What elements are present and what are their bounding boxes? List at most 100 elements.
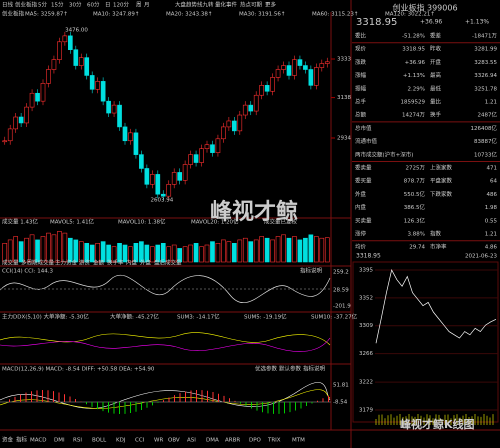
panel-cell: 64 (490, 179, 497, 185)
label: 日 (105, 2, 111, 9)
intraday-line (375, 269, 497, 344)
label: 多周期成交量 (21, 259, 55, 267)
intraday-tick: 3395 (359, 268, 373, 274)
candle (193, 154, 199, 163)
candle (237, 114, 243, 132)
candle (13, 116, 18, 130)
cci-axis: 259.2 (333, 270, 349, 276)
panel-cell: 流通市值 (355, 137, 378, 145)
label: 大盘趋势线九转 (175, 1, 214, 9)
macd-axis: -8.54 (333, 400, 348, 406)
intraday-tick: 3179 (359, 408, 373, 414)
volume-bar (242, 237, 248, 263)
volume-bar (24, 237, 29, 263)
panel-cell: 量比 (430, 98, 442, 106)
volume-bar (13, 236, 18, 263)
candle (177, 172, 182, 181)
candle (18, 116, 24, 124)
label: 日线 (2, 1, 14, 9)
candle (111, 104, 117, 114)
panel-cell: 1859529 (401, 100, 426, 106)
volume-bar (29, 234, 35, 263)
volume-bar (2, 243, 8, 263)
volume-bar (193, 243, 199, 263)
candle (46, 69, 51, 84)
panel-cell: 上涨家数 (430, 164, 453, 172)
volume-bar (133, 243, 139, 263)
volume-bar (275, 236, 281, 263)
volume-bar (237, 239, 243, 263)
label: 外盘 (140, 259, 152, 267)
intraday-tick: 3222 (359, 380, 373, 386)
candle (29, 92, 35, 108)
panel-cell: +36.96 (405, 60, 426, 66)
candle (221, 126, 226, 140)
panel-cell: 486 (487, 192, 498, 198)
candle (106, 100, 111, 114)
candle (259, 85, 264, 96)
panel-cell: 最高 (430, 71, 442, 79)
panel-cell: 3.88% (408, 232, 425, 238)
panel-cell: 涨跌 (355, 58, 367, 66)
candle (166, 184, 172, 197)
label: 资金 (2, 436, 14, 444)
candle (68, 35, 73, 51)
cci-help: 指标说明 (300, 267, 323, 275)
volume-bar (89, 244, 95, 263)
volume-bar (106, 244, 111, 263)
macd-axis: 51.81 (333, 383, 349, 389)
label: 内盘 (126, 259, 138, 267)
candle (24, 106, 29, 124)
candle (57, 41, 62, 60)
panel-cell: 内盘 (355, 203, 367, 211)
volume-bar (297, 239, 303, 263)
volume-bar (171, 244, 177, 263)
label: MA5: 3259.87↑ (25, 11, 68, 18)
panel-cell: 换手 (430, 111, 442, 119)
panel-cell: 3318.95 (402, 47, 425, 53)
label: TRIX (267, 438, 281, 444)
candle (100, 81, 106, 102)
volume-bar (177, 248, 182, 263)
volume-bar (313, 236, 319, 263)
panel-cell: 83887亿 (474, 137, 497, 145)
candle (281, 65, 286, 70)
panel-cell: 1.21 (485, 100, 497, 106)
label: MAVOL5: 1.41亿 (50, 218, 95, 226)
panel-cell: 2487亿 (478, 111, 498, 119)
volume-bar (111, 246, 117, 263)
ddx-title: 主力DDX(5,10) 大单净额: -5.30亿 (2, 313, 89, 321)
panel-cell: 开盘 (430, 58, 442, 66)
label: 5分 (38, 1, 47, 9)
candle (139, 154, 144, 169)
volume-bar (155, 244, 161, 263)
label: MA20: 3243.38↑ (166, 11, 212, 18)
candle (232, 120, 237, 132)
volume-bar (40, 236, 46, 263)
volume-bar (160, 243, 166, 263)
volume-bar (221, 239, 226, 263)
candle (215, 138, 221, 153)
label: OBV (168, 438, 180, 444)
panel-cell: 3281.99 (474, 47, 497, 53)
label: 换手率 (107, 259, 124, 267)
volume-bar (182, 246, 188, 263)
panel-cell: 126408亿 (471, 124, 498, 132)
intraday-price: 3318.95 (356, 253, 381, 260)
candle (270, 77, 275, 92)
label: WR (154, 438, 163, 444)
volume-bar (264, 237, 270, 263)
panel-cell: 2.29% (408, 86, 425, 92)
volume-bar (51, 234, 57, 263)
label: 成交量 1.43亿 (2, 218, 38, 226)
panel-title: 创业板指 399006 (392, 3, 457, 13)
label: 金额 (93, 259, 105, 267)
macd-title: MACD(12,26,9) MACD: -8.54 DIFF: +50.58 D… (2, 367, 155, 373)
label: ASI (187, 438, 196, 444)
candle (313, 67, 319, 86)
volume-bar (95, 243, 100, 263)
panel-cell: 0.55 (485, 218, 498, 224)
label: SUM10: -37.27亿 (311, 313, 358, 321)
y-tick-label: 3333 (337, 57, 351, 63)
label: 指标 (16, 436, 28, 444)
